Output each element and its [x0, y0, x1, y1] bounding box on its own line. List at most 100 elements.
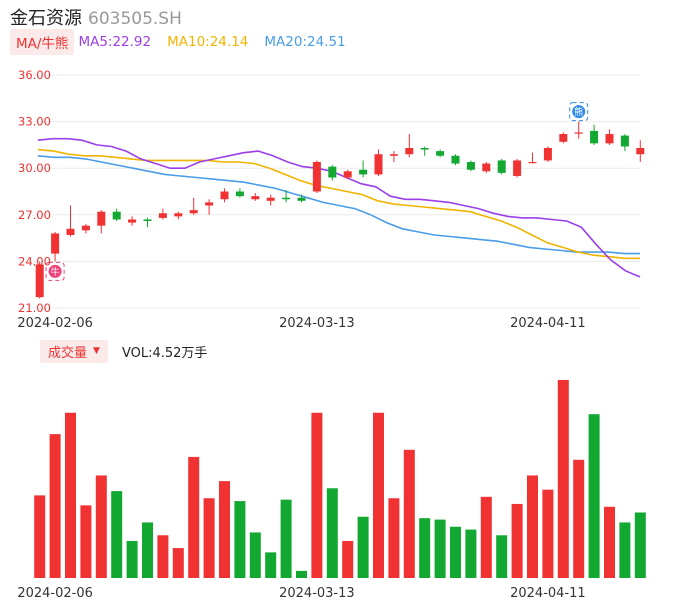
volume-bar [573, 459, 585, 578]
candle [143, 217, 152, 228]
signal-markers: 牛熊 [45, 102, 589, 281]
date-axis-labels: 2024-02-06 2024-03-13 2024-04-11 [17, 316, 585, 331]
ma10-line [37, 148, 640, 260]
candle [482, 161, 491, 173]
candle-body [205, 202, 214, 206]
candle-body [513, 160, 522, 176]
candle [66, 205, 75, 237]
volume-bar [265, 552, 277, 578]
volume-bar [604, 506, 615, 578]
signal-frame [569, 102, 589, 122]
candle [513, 158, 522, 178]
volume-bar [403, 449, 415, 578]
candle-body [235, 191, 244, 197]
candle [343, 169, 352, 180]
volume-indicator-dropdown[interactable]: 成交量 ▼ [40, 339, 108, 363]
candlestick-series [35, 121, 645, 299]
candle [189, 197, 198, 215]
candle-body [482, 163, 491, 172]
volume-bar [126, 540, 138, 578]
price-tick-label: 30.00 [18, 161, 51, 175]
volume-bar [188, 456, 200, 578]
volume-bar [388, 498, 400, 578]
stock-code: 603505.SH [88, 9, 182, 29]
candle [81, 224, 90, 234]
candle-body [128, 219, 137, 223]
candle [528, 152, 537, 164]
candle-body [374, 154, 383, 175]
candle [35, 261, 44, 299]
candle-body [451, 155, 460, 164]
bull-signal-icon: 牛 [45, 261, 65, 281]
candle [112, 208, 121, 222]
volume-bar [588, 414, 600, 578]
candle [312, 160, 321, 194]
candle [328, 165, 337, 181]
candle-body [312, 161, 321, 192]
volume-bar [557, 380, 569, 578]
date-tick-label: 2024-04-11 [510, 316, 586, 331]
volume-date-axis-labels: 2024-02-06 2024-03-13 2024-04-11 [17, 586, 585, 601]
candle [282, 189, 291, 203]
candle-body [636, 148, 645, 155]
candle-body [220, 191, 229, 200]
volume-bar [373, 412, 384, 578]
volume-bar [142, 522, 153, 578]
candle-body [158, 213, 167, 218]
candle [205, 199, 214, 215]
candle-body [574, 132, 583, 134]
volume-bar [450, 526, 461, 578]
candle [235, 188, 244, 198]
candle [420, 146, 429, 156]
ma5-label: MA5:22.92 [78, 34, 152, 50]
price-tick-label: 36.00 [18, 68, 51, 82]
date-tick-label: 2024-03-13 [279, 316, 355, 331]
candle-body [51, 233, 60, 254]
candle [158, 208, 167, 220]
candle [374, 149, 383, 176]
signal-label: 熊 [574, 106, 583, 118]
volume-date-tick-label: 2024-04-11 [510, 586, 586, 601]
candle [620, 134, 629, 152]
candle-body [35, 264, 44, 298]
volume-bar [249, 532, 261, 578]
ma20-label: MA20:24.51 [264, 34, 346, 50]
price-axis-labels: 36.00 33.00 30.00 27.00 24.00 21.00 [18, 68, 51, 315]
candle [251, 193, 260, 201]
candle-body [66, 228, 75, 235]
date-tick-label: 2024-02-06 [17, 316, 93, 331]
ma-toggle-button[interactable]: MA/牛熊 [10, 29, 75, 55]
candle [174, 211, 183, 220]
signal-dot [48, 264, 62, 278]
volume-bar [326, 488, 338, 578]
volume-bar [357, 516, 369, 578]
ma-legend: MA/牛熊 MA5:22.92 MA10:24.14 MA20:24.51 [10, 29, 362, 55]
volume-bars [34, 380, 646, 578]
price-tick-label: 33.00 [18, 115, 51, 129]
volume-bar [203, 498, 215, 578]
candle-body [436, 151, 445, 156]
candle-body [528, 161, 537, 164]
volume-value: VOL:4.52万手 [121, 345, 208, 361]
price-tick-label: 27.00 [18, 208, 51, 222]
candle [543, 146, 552, 162]
volume-bar [434, 519, 446, 578]
candle-body [112, 211, 121, 220]
volume-bar [34, 495, 46, 578]
candle-body [605, 134, 614, 144]
candle-body [143, 219, 152, 222]
candle-body [405, 148, 414, 155]
volume-bar [527, 475, 538, 578]
volume-bar [619, 522, 631, 578]
candle-body [251, 196, 260, 200]
volume-bar [634, 512, 646, 578]
candle [636, 140, 645, 162]
candle-body [174, 213, 183, 217]
candle [389, 151, 398, 162]
volume-bar [65, 412, 76, 578]
ma20-line [37, 155, 640, 255]
candle-body [297, 197, 306, 201]
candle-body [282, 197, 291, 200]
candle-body [266, 197, 275, 201]
